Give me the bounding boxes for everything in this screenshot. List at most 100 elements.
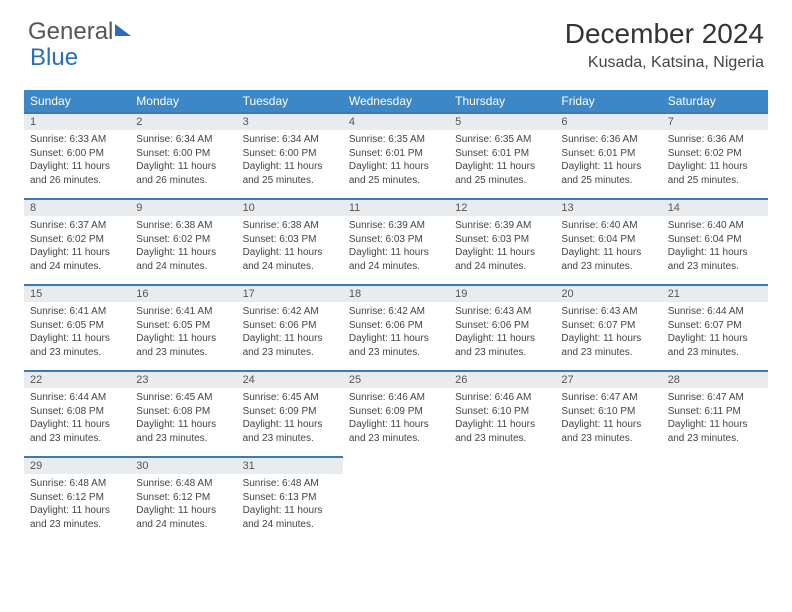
calendar-day-cell: 27Sunrise: 6:47 AMSunset: 6:10 PMDayligh… bbox=[555, 370, 661, 456]
calendar-header-row: SundayMondayTuesdayWednesdayThursdayFrid… bbox=[24, 90, 768, 112]
day-number: 7 bbox=[662, 112, 768, 130]
calendar-day-cell: 26Sunrise: 6:46 AMSunset: 6:10 PMDayligh… bbox=[449, 370, 555, 456]
calendar-day-cell: 17Sunrise: 6:42 AMSunset: 6:06 PMDayligh… bbox=[237, 284, 343, 370]
day-info: Sunrise: 6:47 AMSunset: 6:11 PMDaylight:… bbox=[662, 388, 768, 451]
calendar-day-cell: 18Sunrise: 6:42 AMSunset: 6:06 PMDayligh… bbox=[343, 284, 449, 370]
day-number: 14 bbox=[662, 198, 768, 216]
day-info: Sunrise: 6:40 AMSunset: 6:04 PMDaylight:… bbox=[555, 216, 661, 279]
day-number: 24 bbox=[237, 370, 343, 388]
calendar-day-cell: 13Sunrise: 6:40 AMSunset: 6:04 PMDayligh… bbox=[555, 198, 661, 284]
calendar-day-cell: 28Sunrise: 6:47 AMSunset: 6:11 PMDayligh… bbox=[662, 370, 768, 456]
calendar-day-cell: 12Sunrise: 6:39 AMSunset: 6:03 PMDayligh… bbox=[449, 198, 555, 284]
day-info: Sunrise: 6:33 AMSunset: 6:00 PMDaylight:… bbox=[24, 130, 130, 193]
day-number: 27 bbox=[555, 370, 661, 388]
day-number: 29 bbox=[24, 456, 130, 474]
weekday-header: Saturday bbox=[662, 90, 768, 112]
day-info: Sunrise: 6:36 AMSunset: 6:02 PMDaylight:… bbox=[662, 130, 768, 193]
day-info: Sunrise: 6:47 AMSunset: 6:10 PMDaylight:… bbox=[555, 388, 661, 451]
day-number: 31 bbox=[237, 456, 343, 474]
calendar-day-cell: 8Sunrise: 6:37 AMSunset: 6:02 PMDaylight… bbox=[24, 198, 130, 284]
calendar-day-cell: 19Sunrise: 6:43 AMSunset: 6:06 PMDayligh… bbox=[449, 284, 555, 370]
day-number: 11 bbox=[343, 198, 449, 216]
day-number: 15 bbox=[24, 284, 130, 302]
calendar-day-cell: 5Sunrise: 6:35 AMSunset: 6:01 PMDaylight… bbox=[449, 112, 555, 198]
day-info: Sunrise: 6:39 AMSunset: 6:03 PMDaylight:… bbox=[343, 216, 449, 279]
calendar-week-row: 15Sunrise: 6:41 AMSunset: 6:05 PMDayligh… bbox=[24, 284, 768, 370]
day-info: Sunrise: 6:42 AMSunset: 6:06 PMDaylight:… bbox=[237, 302, 343, 365]
weekday-header: Thursday bbox=[449, 90, 555, 112]
calendar-day-cell: 11Sunrise: 6:39 AMSunset: 6:03 PMDayligh… bbox=[343, 198, 449, 284]
day-info: Sunrise: 6:43 AMSunset: 6:07 PMDaylight:… bbox=[555, 302, 661, 365]
calendar-day-cell: 20Sunrise: 6:43 AMSunset: 6:07 PMDayligh… bbox=[555, 284, 661, 370]
day-info: Sunrise: 6:41 AMSunset: 6:05 PMDaylight:… bbox=[24, 302, 130, 365]
weekday-header: Sunday bbox=[24, 90, 130, 112]
day-info: Sunrise: 6:46 AMSunset: 6:10 PMDaylight:… bbox=[449, 388, 555, 451]
calendar-body: 1Sunrise: 6:33 AMSunset: 6:00 PMDaylight… bbox=[24, 112, 768, 542]
calendar-day-cell: 9Sunrise: 6:38 AMSunset: 6:02 PMDaylight… bbox=[130, 198, 236, 284]
day-number: 25 bbox=[343, 370, 449, 388]
day-info: Sunrise: 6:36 AMSunset: 6:01 PMDaylight:… bbox=[555, 130, 661, 193]
calendar-week-row: 1Sunrise: 6:33 AMSunset: 6:00 PMDaylight… bbox=[24, 112, 768, 198]
day-info: Sunrise: 6:39 AMSunset: 6:03 PMDaylight:… bbox=[449, 216, 555, 279]
day-number: 30 bbox=[130, 456, 236, 474]
day-number: 9 bbox=[130, 198, 236, 216]
day-info: Sunrise: 6:45 AMSunset: 6:09 PMDaylight:… bbox=[237, 388, 343, 451]
logo-triangle-icon bbox=[115, 24, 131, 36]
calendar-day-cell: 25Sunrise: 6:46 AMSunset: 6:09 PMDayligh… bbox=[343, 370, 449, 456]
day-number: 10 bbox=[237, 198, 343, 216]
calendar-day-cell: .. bbox=[449, 456, 555, 542]
header: General December 2024 Kusada, Katsina, N… bbox=[0, 0, 792, 80]
day-info: Sunrise: 6:44 AMSunset: 6:07 PMDaylight:… bbox=[662, 302, 768, 365]
day-number: 12 bbox=[449, 198, 555, 216]
day-info: Sunrise: 6:41 AMSunset: 6:05 PMDaylight:… bbox=[130, 302, 236, 365]
calendar-day-cell: 2Sunrise: 6:34 AMSunset: 6:00 PMDaylight… bbox=[130, 112, 236, 198]
calendar-day-cell: 7Sunrise: 6:36 AMSunset: 6:02 PMDaylight… bbox=[662, 112, 768, 198]
weekday-header: Friday bbox=[555, 90, 661, 112]
title-block: December 2024 Kusada, Katsina, Nigeria bbox=[565, 18, 764, 72]
calendar-day-cell: 10Sunrise: 6:38 AMSunset: 6:03 PMDayligh… bbox=[237, 198, 343, 284]
day-info: Sunrise: 6:35 AMSunset: 6:01 PMDaylight:… bbox=[343, 130, 449, 193]
day-info: Sunrise: 6:38 AMSunset: 6:02 PMDaylight:… bbox=[130, 216, 236, 279]
calendar-day-cell: 1Sunrise: 6:33 AMSunset: 6:00 PMDaylight… bbox=[24, 112, 130, 198]
calendar-day-cell: 30Sunrise: 6:48 AMSunset: 6:12 PMDayligh… bbox=[130, 456, 236, 542]
day-number: 3 bbox=[237, 112, 343, 130]
calendar-table: SundayMondayTuesdayWednesdayThursdayFrid… bbox=[24, 90, 768, 542]
calendar-week-row: 8Sunrise: 6:37 AMSunset: 6:02 PMDaylight… bbox=[24, 198, 768, 284]
calendar-day-cell: 15Sunrise: 6:41 AMSunset: 6:05 PMDayligh… bbox=[24, 284, 130, 370]
day-number: 4 bbox=[343, 112, 449, 130]
day-info: Sunrise: 6:40 AMSunset: 6:04 PMDaylight:… bbox=[662, 216, 768, 279]
day-number: 5 bbox=[449, 112, 555, 130]
calendar-day-cell: 6Sunrise: 6:36 AMSunset: 6:01 PMDaylight… bbox=[555, 112, 661, 198]
day-info: Sunrise: 6:34 AMSunset: 6:00 PMDaylight:… bbox=[130, 130, 236, 193]
day-number: 6 bbox=[555, 112, 661, 130]
day-info: Sunrise: 6:42 AMSunset: 6:06 PMDaylight:… bbox=[343, 302, 449, 365]
day-number: 1 bbox=[24, 112, 130, 130]
day-info: Sunrise: 6:43 AMSunset: 6:06 PMDaylight:… bbox=[449, 302, 555, 365]
day-info: Sunrise: 6:48 AMSunset: 6:12 PMDaylight:… bbox=[24, 474, 130, 537]
calendar-day-cell: 16Sunrise: 6:41 AMSunset: 6:05 PMDayligh… bbox=[130, 284, 236, 370]
calendar-day-cell: 29Sunrise: 6:48 AMSunset: 6:12 PMDayligh… bbox=[24, 456, 130, 542]
calendar-day-cell: 23Sunrise: 6:45 AMSunset: 6:08 PMDayligh… bbox=[130, 370, 236, 456]
calendar-day-cell: 24Sunrise: 6:45 AMSunset: 6:09 PMDayligh… bbox=[237, 370, 343, 456]
calendar-day-cell: 21Sunrise: 6:44 AMSunset: 6:07 PMDayligh… bbox=[662, 284, 768, 370]
calendar-day-cell: .. bbox=[662, 456, 768, 542]
logo-text-blue: Blue bbox=[30, 44, 78, 72]
calendar-day-cell: .. bbox=[343, 456, 449, 542]
day-info: Sunrise: 6:48 AMSunset: 6:13 PMDaylight:… bbox=[237, 474, 343, 537]
calendar-week-row: 29Sunrise: 6:48 AMSunset: 6:12 PMDayligh… bbox=[24, 456, 768, 542]
day-number: 19 bbox=[449, 284, 555, 302]
day-info: Sunrise: 6:37 AMSunset: 6:02 PMDaylight:… bbox=[24, 216, 130, 279]
day-number: 8 bbox=[24, 198, 130, 216]
day-number: 13 bbox=[555, 198, 661, 216]
day-info: Sunrise: 6:48 AMSunset: 6:12 PMDaylight:… bbox=[130, 474, 236, 537]
day-info: Sunrise: 6:34 AMSunset: 6:00 PMDaylight:… bbox=[237, 130, 343, 193]
day-number: 22 bbox=[24, 370, 130, 388]
calendar-day-cell: .. bbox=[555, 456, 661, 542]
weekday-header: Tuesday bbox=[237, 90, 343, 112]
day-number: 20 bbox=[555, 284, 661, 302]
day-number: 23 bbox=[130, 370, 236, 388]
day-number: 28 bbox=[662, 370, 768, 388]
day-info: Sunrise: 6:44 AMSunset: 6:08 PMDaylight:… bbox=[24, 388, 130, 451]
day-number: 26 bbox=[449, 370, 555, 388]
day-info: Sunrise: 6:45 AMSunset: 6:08 PMDaylight:… bbox=[130, 388, 236, 451]
